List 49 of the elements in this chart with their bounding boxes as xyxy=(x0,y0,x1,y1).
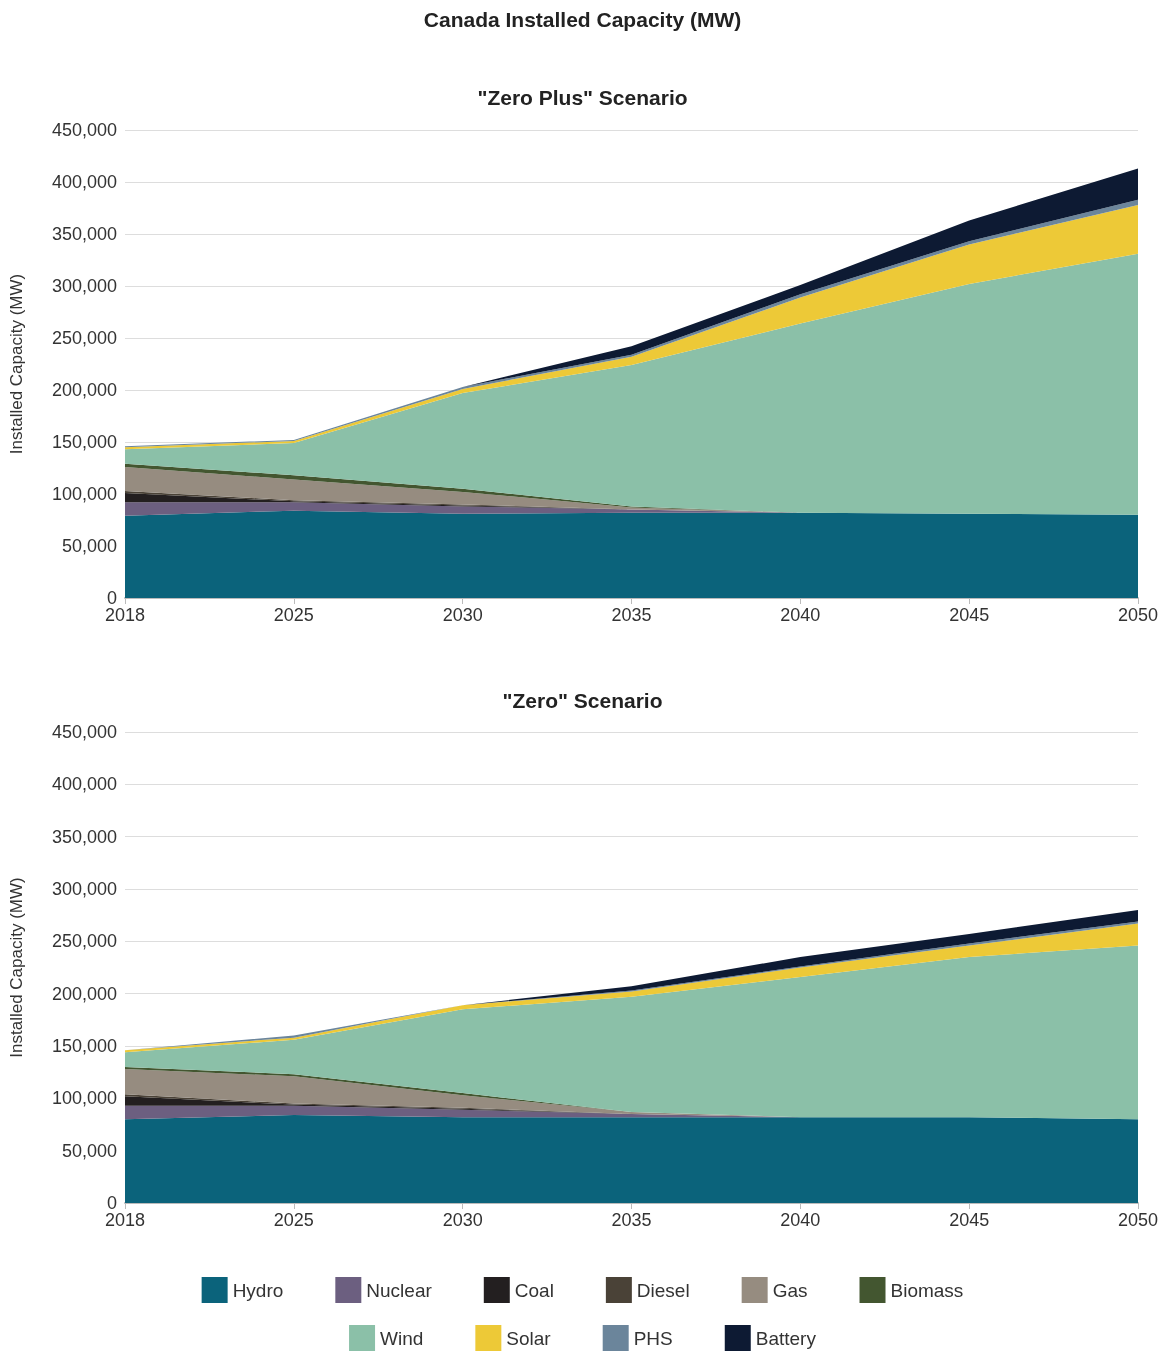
y-tick-label: 450,000 xyxy=(51,120,117,140)
legend-label: PHS xyxy=(633,1327,673,1349)
y-tick-label: 350,000 xyxy=(51,826,117,847)
y-tick-label: 250,000 xyxy=(51,328,117,348)
y-tick-label: 450,000 xyxy=(51,722,117,742)
y-tick-label: 50,000 xyxy=(61,536,117,556)
x-tick-label: 2040 xyxy=(780,605,821,625)
y-tick-label: 350,000 xyxy=(51,224,117,244)
x-tick-label: 2035 xyxy=(611,605,652,625)
y-tick-label: 200,000 xyxy=(51,380,117,400)
y-tick-label: 100,000 xyxy=(51,1088,117,1109)
y-tick-label: 150,000 xyxy=(51,1036,117,1056)
x-tick-label: 2035 xyxy=(611,1210,652,1230)
x-tick-label: 2018 xyxy=(104,605,146,625)
x-tick-label: 2030 xyxy=(442,605,483,625)
legend-label: Gas xyxy=(772,1279,808,1301)
x-tick-label: 2018 xyxy=(104,1210,146,1230)
x-tick-label: 2025 xyxy=(273,1210,314,1230)
chart-subtitle: "Zero" Scenario xyxy=(502,689,663,712)
y-tick-label: 400,000 xyxy=(51,172,117,192)
y-tick-label: 100,000 xyxy=(51,484,117,504)
y-tick-label: 0 xyxy=(106,1193,117,1213)
y-tick-label: 300,000 xyxy=(51,276,117,296)
x-tick-label: 2050 xyxy=(1117,1210,1159,1230)
chart-title: Canada Installed Capacity (MW) xyxy=(423,8,742,31)
legend-label: Solar xyxy=(506,1327,552,1349)
legend-label: Biomass xyxy=(890,1279,964,1301)
y-tick-label: 150,000 xyxy=(51,432,117,452)
y-tick-label: 300,000 xyxy=(51,879,117,899)
legend-label: Battery xyxy=(755,1327,817,1349)
x-tick-label: 2030 xyxy=(442,1210,483,1230)
legend-label: Hydro xyxy=(232,1279,284,1301)
chart-subtitle: "Zero Plus" Scenario xyxy=(477,86,688,109)
legend-label: Diesel xyxy=(636,1279,690,1301)
x-tick-label: 2045 xyxy=(949,1210,990,1230)
y-axis-title: Installed Capacity (MW) xyxy=(7,877,26,1058)
legend-label: Wind xyxy=(380,1327,424,1349)
y-tick-label: 200,000 xyxy=(51,983,117,1004)
y-axis-title: Installed Capacity (MW) xyxy=(7,273,26,455)
y-tick-label: 400,000 xyxy=(51,774,117,795)
x-tick-label: 2040 xyxy=(780,1210,821,1230)
x-tick-label: 2050 xyxy=(1117,605,1159,625)
x-tick-label: 2045 xyxy=(949,605,990,625)
legend-label: Coal xyxy=(514,1279,554,1301)
legend-label: Nuclear xyxy=(366,1279,433,1301)
y-tick-label: 250,000 xyxy=(51,931,117,952)
x-tick-label: 2025 xyxy=(273,605,314,625)
y-tick-label: 0 xyxy=(106,588,117,608)
y-tick-label: 50,000 xyxy=(61,1140,117,1161)
